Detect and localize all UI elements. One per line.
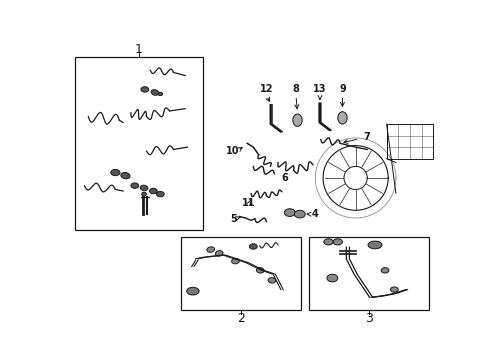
Ellipse shape — [206, 247, 214, 252]
Ellipse shape — [158, 93, 163, 95]
Bar — [308, 237, 428, 310]
Ellipse shape — [121, 172, 130, 179]
Text: 12: 12 — [259, 84, 273, 94]
Text: 7: 7 — [363, 132, 369, 142]
Text: 4: 4 — [311, 209, 318, 219]
Text: 3: 3 — [365, 312, 372, 325]
Ellipse shape — [332, 239, 342, 245]
Text: 5: 5 — [229, 214, 236, 224]
Ellipse shape — [110, 170, 120, 176]
Ellipse shape — [326, 274, 337, 282]
Ellipse shape — [256, 267, 264, 273]
Text: 10: 10 — [226, 146, 240, 156]
Ellipse shape — [156, 192, 164, 197]
Text: 6: 6 — [281, 173, 287, 183]
Text: 11: 11 — [242, 198, 255, 208]
Ellipse shape — [140, 185, 147, 191]
Ellipse shape — [141, 87, 148, 92]
Ellipse shape — [323, 239, 332, 245]
Bar — [75, 57, 203, 230]
Ellipse shape — [231, 258, 239, 264]
Ellipse shape — [267, 278, 275, 283]
Ellipse shape — [367, 241, 381, 249]
Text: 9: 9 — [338, 84, 345, 94]
Bar — [181, 237, 301, 310]
Text: 13: 13 — [312, 84, 325, 94]
Ellipse shape — [215, 251, 223, 256]
Ellipse shape — [131, 183, 138, 188]
Text: 8: 8 — [292, 84, 299, 94]
Ellipse shape — [294, 210, 305, 218]
Ellipse shape — [149, 188, 157, 194]
Ellipse shape — [249, 244, 257, 249]
Text: 1: 1 — [135, 43, 142, 56]
Ellipse shape — [186, 287, 199, 295]
Bar — [386, 124, 432, 159]
Ellipse shape — [381, 267, 388, 273]
Ellipse shape — [390, 287, 397, 292]
Ellipse shape — [284, 209, 295, 216]
Ellipse shape — [142, 192, 146, 196]
Ellipse shape — [292, 114, 302, 126]
Ellipse shape — [337, 112, 346, 124]
Ellipse shape — [151, 90, 159, 95]
Text: 2: 2 — [237, 312, 245, 325]
